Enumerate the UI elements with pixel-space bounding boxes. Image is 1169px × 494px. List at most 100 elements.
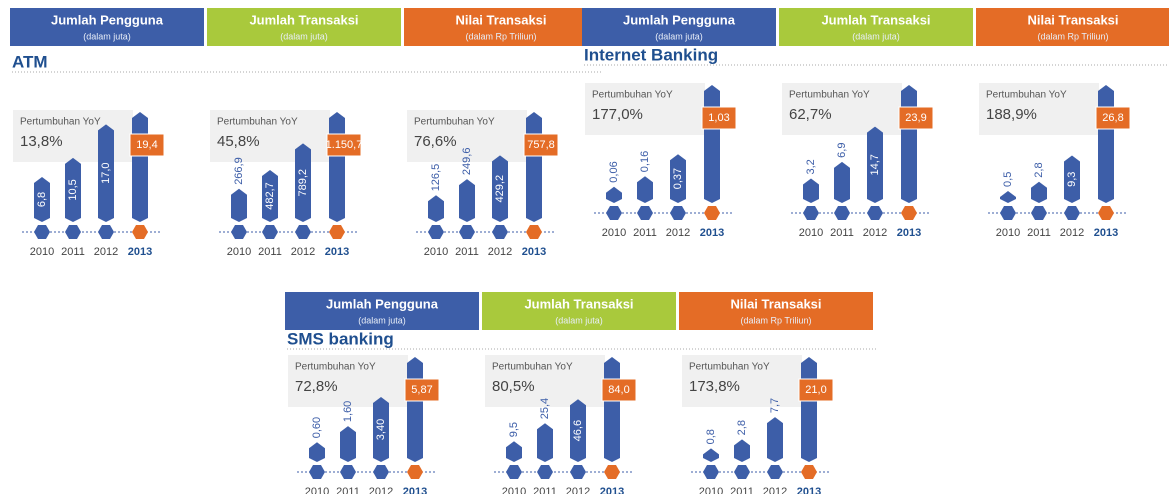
year-marker [1031, 206, 1047, 220]
value-label: 0,60 [311, 417, 323, 438]
bar [537, 423, 553, 462]
header-title: Jumlah Pengguna [623, 12, 736, 27]
year-label: 2011 [455, 246, 479, 258]
bar [98, 124, 114, 222]
value-label-box [404, 378, 440, 402]
bar [340, 426, 356, 462]
year-marker [459, 225, 475, 239]
year-label: 2011 [1027, 227, 1051, 239]
year-marker [506, 465, 522, 479]
growth-value: 173,8% [689, 378, 740, 395]
growth-annotation: Pertumbuhan YoY [689, 362, 770, 373]
growth-annotation: Pertumbuhan YoY [592, 90, 673, 101]
year-marker [834, 206, 850, 220]
year-marker [1098, 206, 1114, 220]
year-marker [492, 225, 508, 239]
value-label: 0,06 [608, 161, 620, 182]
value-label: 1,60 [342, 401, 354, 422]
header-title: Jumlah Transaksi [249, 12, 358, 27]
growth-box [682, 355, 802, 407]
value-label-box [898, 106, 934, 130]
year-label: 2012 [566, 486, 590, 494]
value-label: 1.150,7 [326, 139, 363, 151]
year-marker [1000, 206, 1016, 220]
year-label: 2011 [258, 246, 282, 258]
bar [309, 442, 325, 462]
growth-box [288, 355, 408, 407]
bar [506, 441, 522, 462]
value-label-box [523, 133, 559, 157]
year-label: 2010 [227, 246, 251, 258]
value-label-box [129, 133, 165, 157]
value-label: 429,2 [494, 175, 506, 203]
bar [801, 357, 817, 462]
year-marker [428, 225, 444, 239]
value-label: 23,9 [905, 112, 926, 124]
header-title: Nilai Transaksi [455, 12, 546, 27]
header-subtitle: (dalam juta) [555, 315, 603, 325]
bar [526, 112, 542, 222]
value-label: 266,9 [233, 157, 245, 185]
growth-box [407, 110, 527, 162]
year-marker [295, 225, 311, 239]
year-marker [604, 465, 620, 479]
bar [704, 85, 720, 203]
header-cell [779, 8, 973, 46]
growth-annotation: Pertumbuhan YoY [414, 117, 495, 128]
year-label: 2013 [600, 486, 624, 494]
value-label: 26,8 [1102, 112, 1123, 124]
year-label: 2011 [633, 227, 657, 239]
growth-value: 188,9% [986, 106, 1037, 123]
bar [703, 448, 719, 462]
bar [373, 396, 389, 462]
header-subtitle: (dalam juta) [358, 315, 406, 325]
year-marker [901, 206, 917, 220]
year-label: 2010 [502, 486, 526, 494]
value-label-box [701, 106, 737, 130]
year-marker [767, 465, 783, 479]
year-marker [373, 465, 389, 479]
bar [65, 157, 81, 222]
header-cell [582, 8, 776, 46]
bar [637, 176, 653, 203]
year-marker [526, 225, 542, 239]
header-cell [482, 292, 676, 330]
bar [803, 178, 819, 203]
header-subtitle: (dalam juta) [83, 31, 131, 41]
growth-box [782, 83, 902, 135]
year-label: 2013 [403, 486, 427, 494]
value-label: 482,7 [264, 182, 276, 210]
year-marker [340, 465, 356, 479]
year-label: 2013 [522, 246, 546, 258]
value-label: 0,16 [639, 151, 651, 172]
bar [901, 85, 917, 203]
year-label: 2010 [424, 246, 448, 258]
year-label: 2013 [700, 227, 724, 239]
header-title: Jumlah Transaksi [524, 296, 633, 311]
value-label: 126,5 [430, 164, 442, 192]
bar [1031, 181, 1047, 203]
value-label: 9,3 [1066, 172, 1078, 187]
year-marker [132, 225, 148, 239]
header-subtitle: (dalam Rp Triliun) [1037, 31, 1108, 41]
bar [867, 126, 883, 203]
year-label: 2012 [291, 246, 315, 258]
year-label: 2010 [305, 486, 329, 494]
bar [1098, 85, 1114, 203]
growth-value: 13,8% [20, 133, 63, 150]
growth-value: 72,8% [295, 378, 338, 395]
value-label: 789,2 [297, 169, 309, 197]
year-label: 2010 [602, 227, 626, 239]
bar [670, 154, 686, 203]
value-label: 3,40 [375, 419, 387, 440]
year-marker [329, 225, 345, 239]
header-cell [679, 292, 873, 330]
year-marker [670, 206, 686, 220]
year-marker [704, 206, 720, 220]
growth-value: 177,0% [592, 106, 643, 123]
year-label: 2011 [61, 246, 85, 258]
header-subtitle: (dalam juta) [655, 31, 703, 41]
year-marker [98, 225, 114, 239]
year-label: 2013 [1094, 227, 1118, 239]
